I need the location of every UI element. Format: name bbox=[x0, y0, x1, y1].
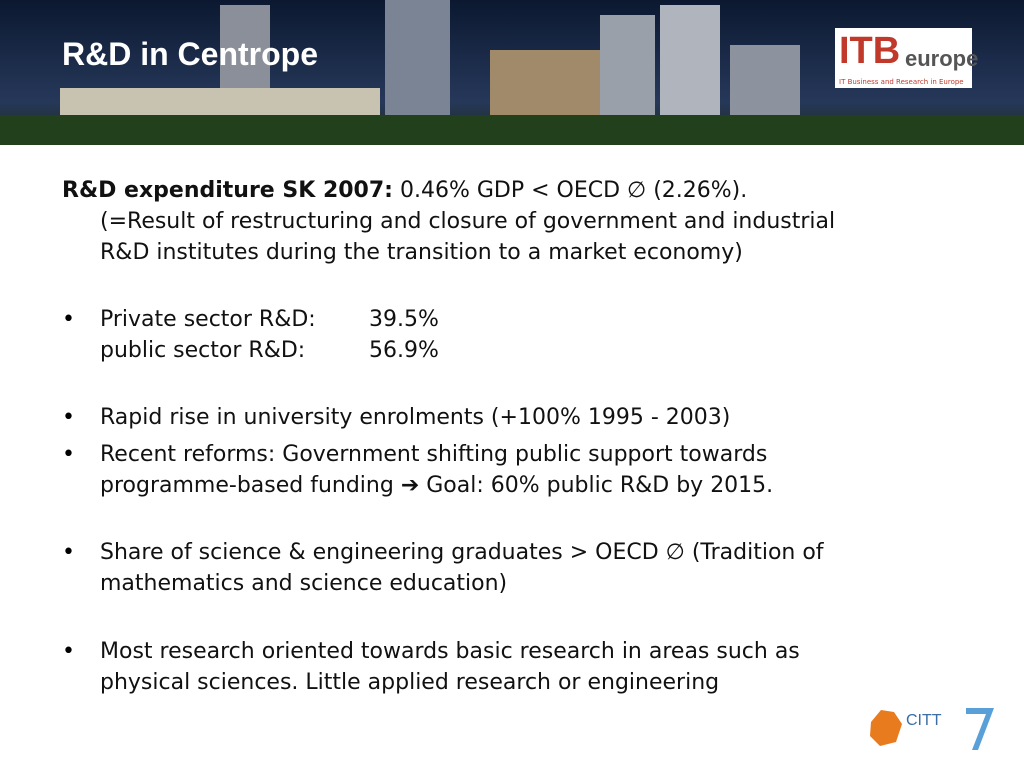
bullet-text: physical sciences. Little applied resear… bbox=[100, 670, 720, 695]
bullet-text: Rapid rise in university enrolments (+10… bbox=[100, 405, 731, 430]
share-label: Private sector R&D: bbox=[100, 307, 316, 332]
bullet: • bbox=[62, 405, 75, 430]
bullet-text: mathematics and science education) bbox=[100, 571, 508, 596]
bullet-text: Recent reforms: Government shifting publ… bbox=[100, 442, 768, 467]
bullet-text: Share of science & engineering graduates… bbox=[100, 540, 824, 565]
logo-tagline: IT Business and Research in Europe bbox=[839, 78, 964, 86]
intro-lead: R&D expenditure SK 2007: bbox=[62, 178, 393, 203]
logo: ITB europe IT Business and Research in E… bbox=[835, 28, 978, 88]
share-value: 56.9% bbox=[369, 338, 439, 363]
bullet: • bbox=[62, 442, 75, 467]
intro-text: (=Result of restructuring and closure of… bbox=[100, 209, 836, 234]
logo-sub: europe bbox=[905, 46, 979, 71]
intro-text: 0.46% GDP < OECD ∅ (2.26%). bbox=[392, 178, 748, 203]
share-label: public sector R&D: bbox=[100, 338, 306, 363]
bullet-text: Most research oriented towards basic res… bbox=[100, 639, 800, 664]
citt-map-icon bbox=[870, 710, 902, 746]
bullet: • bbox=[62, 307, 75, 332]
intro-text: R&D institutes during the transition to … bbox=[100, 240, 743, 265]
share-value: 39.5% bbox=[369, 307, 439, 332]
bullet: • bbox=[62, 540, 75, 565]
bullet-text: programme-based funding ➔ Goal: 60% publ… bbox=[100, 473, 774, 498]
intro-line: R&D expenditure SK 2007: 0.46% GDP < OEC… bbox=[62, 175, 747, 206]
slide-title: R&D in Centrope bbox=[62, 36, 318, 72]
fp7-logo bbox=[966, 708, 994, 750]
footer-logo: CITT bbox=[906, 712, 942, 729]
logo-main: ITB bbox=[839, 30, 901, 72]
bullet: • bbox=[62, 639, 75, 664]
